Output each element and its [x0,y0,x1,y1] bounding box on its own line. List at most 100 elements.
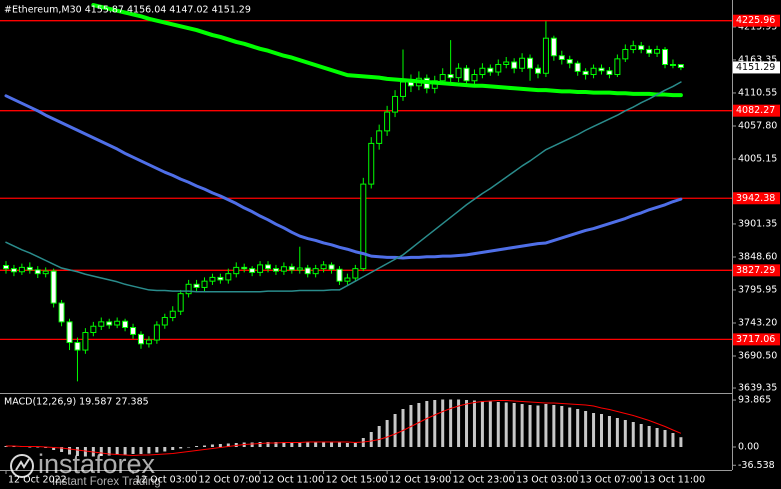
macd-bar [266,442,270,447]
macd-bar [520,404,524,447]
macd-bar [345,443,349,447]
candle-body [50,270,57,304]
candle-body [233,266,240,275]
axis-layer: 4215.95 4163.35 4110.55 4057.80 4005.15 3901.… [5,14,780,486]
candle-body [106,321,113,326]
x-tick-label: 12 Oct 23:00 [453,475,515,486]
macd-bar [425,401,429,447]
candle-body [185,283,192,295]
candle-body [646,48,653,54]
candle-body [34,269,41,275]
candle-body [169,310,176,318]
candle-body [145,339,152,345]
candle-body [18,266,25,273]
candle-body [503,61,510,65]
candle-body [582,70,589,76]
x-tick-label: 12 Oct 19:00 [389,475,451,486]
candle-body [495,63,502,73]
candle-body [90,325,97,334]
macd-bar [195,446,199,447]
macd-bar [322,442,326,447]
macd-bar [28,447,32,448]
macd-bar [528,405,532,447]
macd-bar [282,442,286,447]
x-tick-label: 12 Oct 07:00 [199,475,261,486]
candle-body [360,183,367,270]
candle-body [201,280,208,288]
candle-body [677,64,684,68]
macd-bar [68,447,72,455]
macd-bar [155,447,159,453]
candle-body [392,95,399,113]
level-label: 4225.96 [736,15,775,26]
macd-bar [75,447,79,456]
candle-body [265,264,272,270]
candle-body [368,142,375,185]
macd-bar [679,437,683,447]
macd-bar [496,402,500,447]
level-label-box [733,333,780,346]
macd-bar [123,447,127,455]
macd-layer [4,399,683,457]
candle-body [527,57,534,69]
y-tick-label: 93.865 [738,395,771,406]
candle-body [272,268,279,272]
macd-bar [504,402,508,447]
logo: instaforex Instant Forex Trading [10,449,161,488]
candle-body [598,67,605,72]
candle-body [288,266,295,271]
macd-bar [536,405,540,447]
macd-bar [449,399,453,447]
y-tick-label: 3901.35 [738,218,777,229]
macd-bar [131,447,135,454]
macd-bar [107,447,111,456]
x-tick-label: 12 Oct 2022 [8,475,67,486]
candle-body [225,273,232,281]
macd-bar [258,442,262,447]
candle-body [241,266,248,270]
current-price-label: 4151.29 [736,62,775,73]
candle-body [654,48,661,54]
y-tick-label: 4215.95 [738,21,777,32]
candle-body [463,67,470,82]
candle-body [328,264,335,270]
candle-body [122,320,129,329]
macd-bar [584,411,588,447]
y-tick-label: 3795.95 [738,284,777,295]
level-label: 3717.06 [736,334,775,345]
candle-body [534,67,541,74]
macd-bar [607,416,611,447]
level-label: 3827.29 [736,265,775,276]
macd-bar [393,414,397,447]
macd-bar [457,399,461,447]
x-tick-label: 13 Oct 07:00 [580,475,642,486]
macd-bar [218,444,222,447]
macd-bar [298,442,302,447]
macd-bar [401,409,405,447]
candle-body [384,111,391,132]
macd-bar [655,428,659,447]
level-label-box [733,264,780,277]
macd-bar [488,401,492,447]
y-tick-label: -36.538 [738,460,775,471]
macd-bar [147,447,151,454]
macd-bar [369,432,373,447]
macd-bar [615,418,619,447]
candle-body [42,270,49,275]
candle-body [439,74,446,82]
macd-bar [99,447,103,456]
candle-body [312,268,319,275]
candle-body [137,333,144,345]
lines-layer [4,3,683,293]
candle-body [58,302,65,323]
candle-body [455,67,462,79]
macd-bar [639,424,643,447]
x-tick-label: 13 Oct 11:00 [643,475,705,486]
macd-bar [480,401,484,447]
macd-bar [623,420,627,447]
candle-body [574,62,581,72]
candle-body [606,70,613,76]
candle-body [296,267,303,271]
macd-bar [163,447,167,452]
